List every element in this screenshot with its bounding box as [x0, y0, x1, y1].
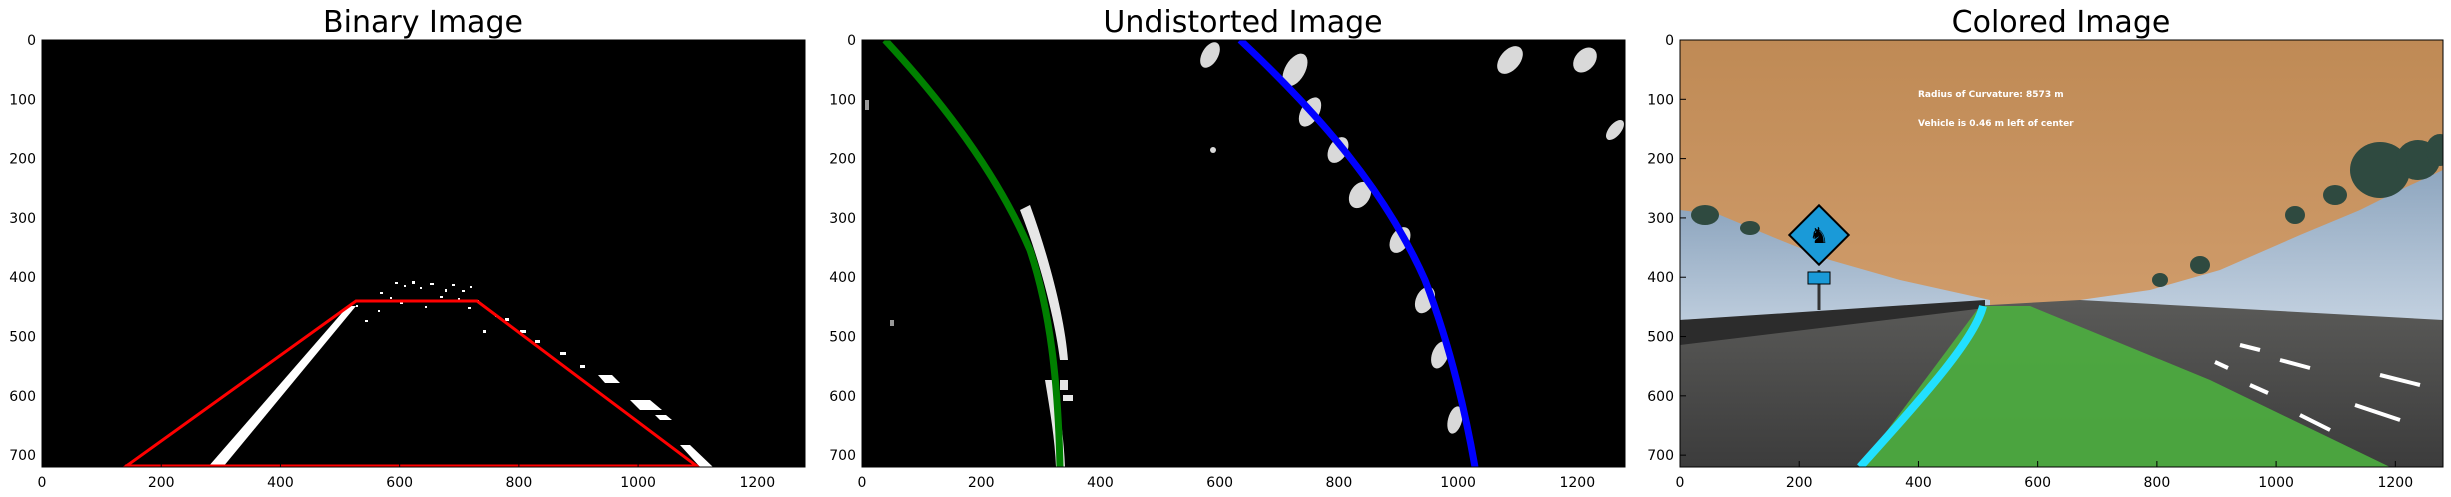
- scatter-pixels: [865, 100, 894, 326]
- x-tick-label: 800: [1326, 475, 1353, 491]
- y-tick-label: 400: [9, 270, 36, 286]
- y-tick-label: 100: [829, 92, 856, 108]
- plot-frame: [1679, 39, 2444, 468]
- y-tick-label: 300: [829, 211, 856, 227]
- panel-undistorted: Undistorted Image: [829, 5, 1626, 491]
- x-tick-label: 600: [386, 475, 413, 491]
- panel-colored: Colored Image: [1647, 5, 2444, 491]
- y-tick-label: 200: [9, 152, 36, 168]
- panel-title: Colored Image: [1952, 5, 2171, 40]
- right-lane-pixels: [505, 318, 713, 467]
- svg-text:♞: ♞: [1809, 224, 1829, 249]
- y-tick-label: 400: [829, 270, 856, 286]
- y-tick-label: 100: [9, 92, 36, 108]
- x-tick-label: 1000: [2258, 475, 2294, 491]
- left-lane-line: [1857, 304, 1987, 467]
- binary-content: [122, 281, 713, 467]
- offset-text: Vehicle is 0.46 m left of center: [1918, 119, 2074, 129]
- lane-area: [1860, 306, 2390, 467]
- x-tick-label: 1200: [1559, 475, 1595, 491]
- axis-ticks: 0 200 400 600 800 1000 1200 0 100 200 300 400 500 600…: [1647, 33, 2413, 491]
- curvature-text: Radius of Curvature: 8573 m: [1918, 90, 2064, 100]
- x-tick-label: 0: [1676, 475, 1685, 491]
- y-tick-label: 0: [1665, 33, 1674, 49]
- y-tick-label: 300: [9, 211, 36, 227]
- left-lane-fit: [882, 40, 1064, 467]
- x-tick-label: 400: [1087, 475, 1114, 491]
- x-tick-label: 600: [2024, 475, 2051, 491]
- x-tick-label: 800: [2144, 475, 2171, 491]
- y-tick-label: 700: [829, 448, 856, 464]
- x-tick-label: 200: [1786, 475, 1813, 491]
- y-tick-label: 600: [9, 389, 36, 405]
- panel-title: Undistorted Image: [1103, 5, 1382, 40]
- undistorted-content: [865, 40, 1624, 467]
- x-tick-label: 0: [858, 475, 867, 491]
- y-tick-label: 0: [27, 33, 36, 49]
- y-tick-label: 200: [1647, 152, 1674, 168]
- plot-area: [42, 40, 805, 467]
- deer-crossing-sign: ♞: [1787, 203, 1851, 310]
- x-tick-label: 1200: [739, 475, 775, 491]
- y-tick-label: 700: [9, 448, 36, 464]
- panel-title: Binary Image: [323, 5, 523, 40]
- median-barrier: [1680, 300, 1985, 345]
- x-tick-label: 200: [968, 475, 995, 491]
- x-tick-label: 400: [1905, 475, 1932, 491]
- y-tick-label: 0: [847, 33, 856, 49]
- y-tick-label: 500: [1647, 330, 1674, 346]
- plot-frame: [41, 39, 806, 468]
- x-tick-label: 1000: [620, 475, 656, 491]
- panel-binary: Binary Image: [9, 5, 806, 491]
- x-tick-label: 0: [38, 475, 47, 491]
- y-tick-label: 700: [1647, 448, 1674, 464]
- y-tick-label: 100: [1647, 92, 1674, 108]
- left-lane-pixels: [208, 306, 356, 467]
- road-scene: ♞ Radius of Curvature: 8573 m Vehicle is…: [1680, 40, 2443, 467]
- x-tick-label: 800: [506, 475, 533, 491]
- y-tick-label: 600: [1647, 389, 1674, 405]
- y-tick-label: 500: [9, 330, 36, 346]
- axis-ticks: 0 200 400 600 800 1000 1200 0 100 200 300 400 500 600…: [829, 33, 1595, 491]
- plot-area: [862, 40, 1625, 467]
- axis-ticks: 0 200 400 600 800 1000 1200 0 100 200 300 400 500 600…: [9, 33, 775, 491]
- region-of-interest: [122, 299, 701, 467]
- x-tick-label: 600: [1206, 475, 1233, 491]
- trees: [1691, 134, 2443, 287]
- y-tick-label: 200: [829, 152, 856, 168]
- y-tick-label: 500: [829, 330, 856, 346]
- x-tick-label: 1200: [2377, 475, 2413, 491]
- right-lane-fit: [1237, 40, 1479, 467]
- x-tick-label: 200: [148, 475, 175, 491]
- y-tick-label: 300: [1647, 211, 1674, 227]
- x-tick-label: 1000: [1440, 475, 1476, 491]
- y-tick-label: 400: [1647, 270, 1674, 286]
- x-tick-label: 400: [267, 475, 294, 491]
- y-tick-label: 600: [829, 389, 856, 405]
- lane-dashes: [2214, 343, 2421, 432]
- plot-frame: [861, 39, 1626, 468]
- right-hillside: [2080, 170, 2443, 340]
